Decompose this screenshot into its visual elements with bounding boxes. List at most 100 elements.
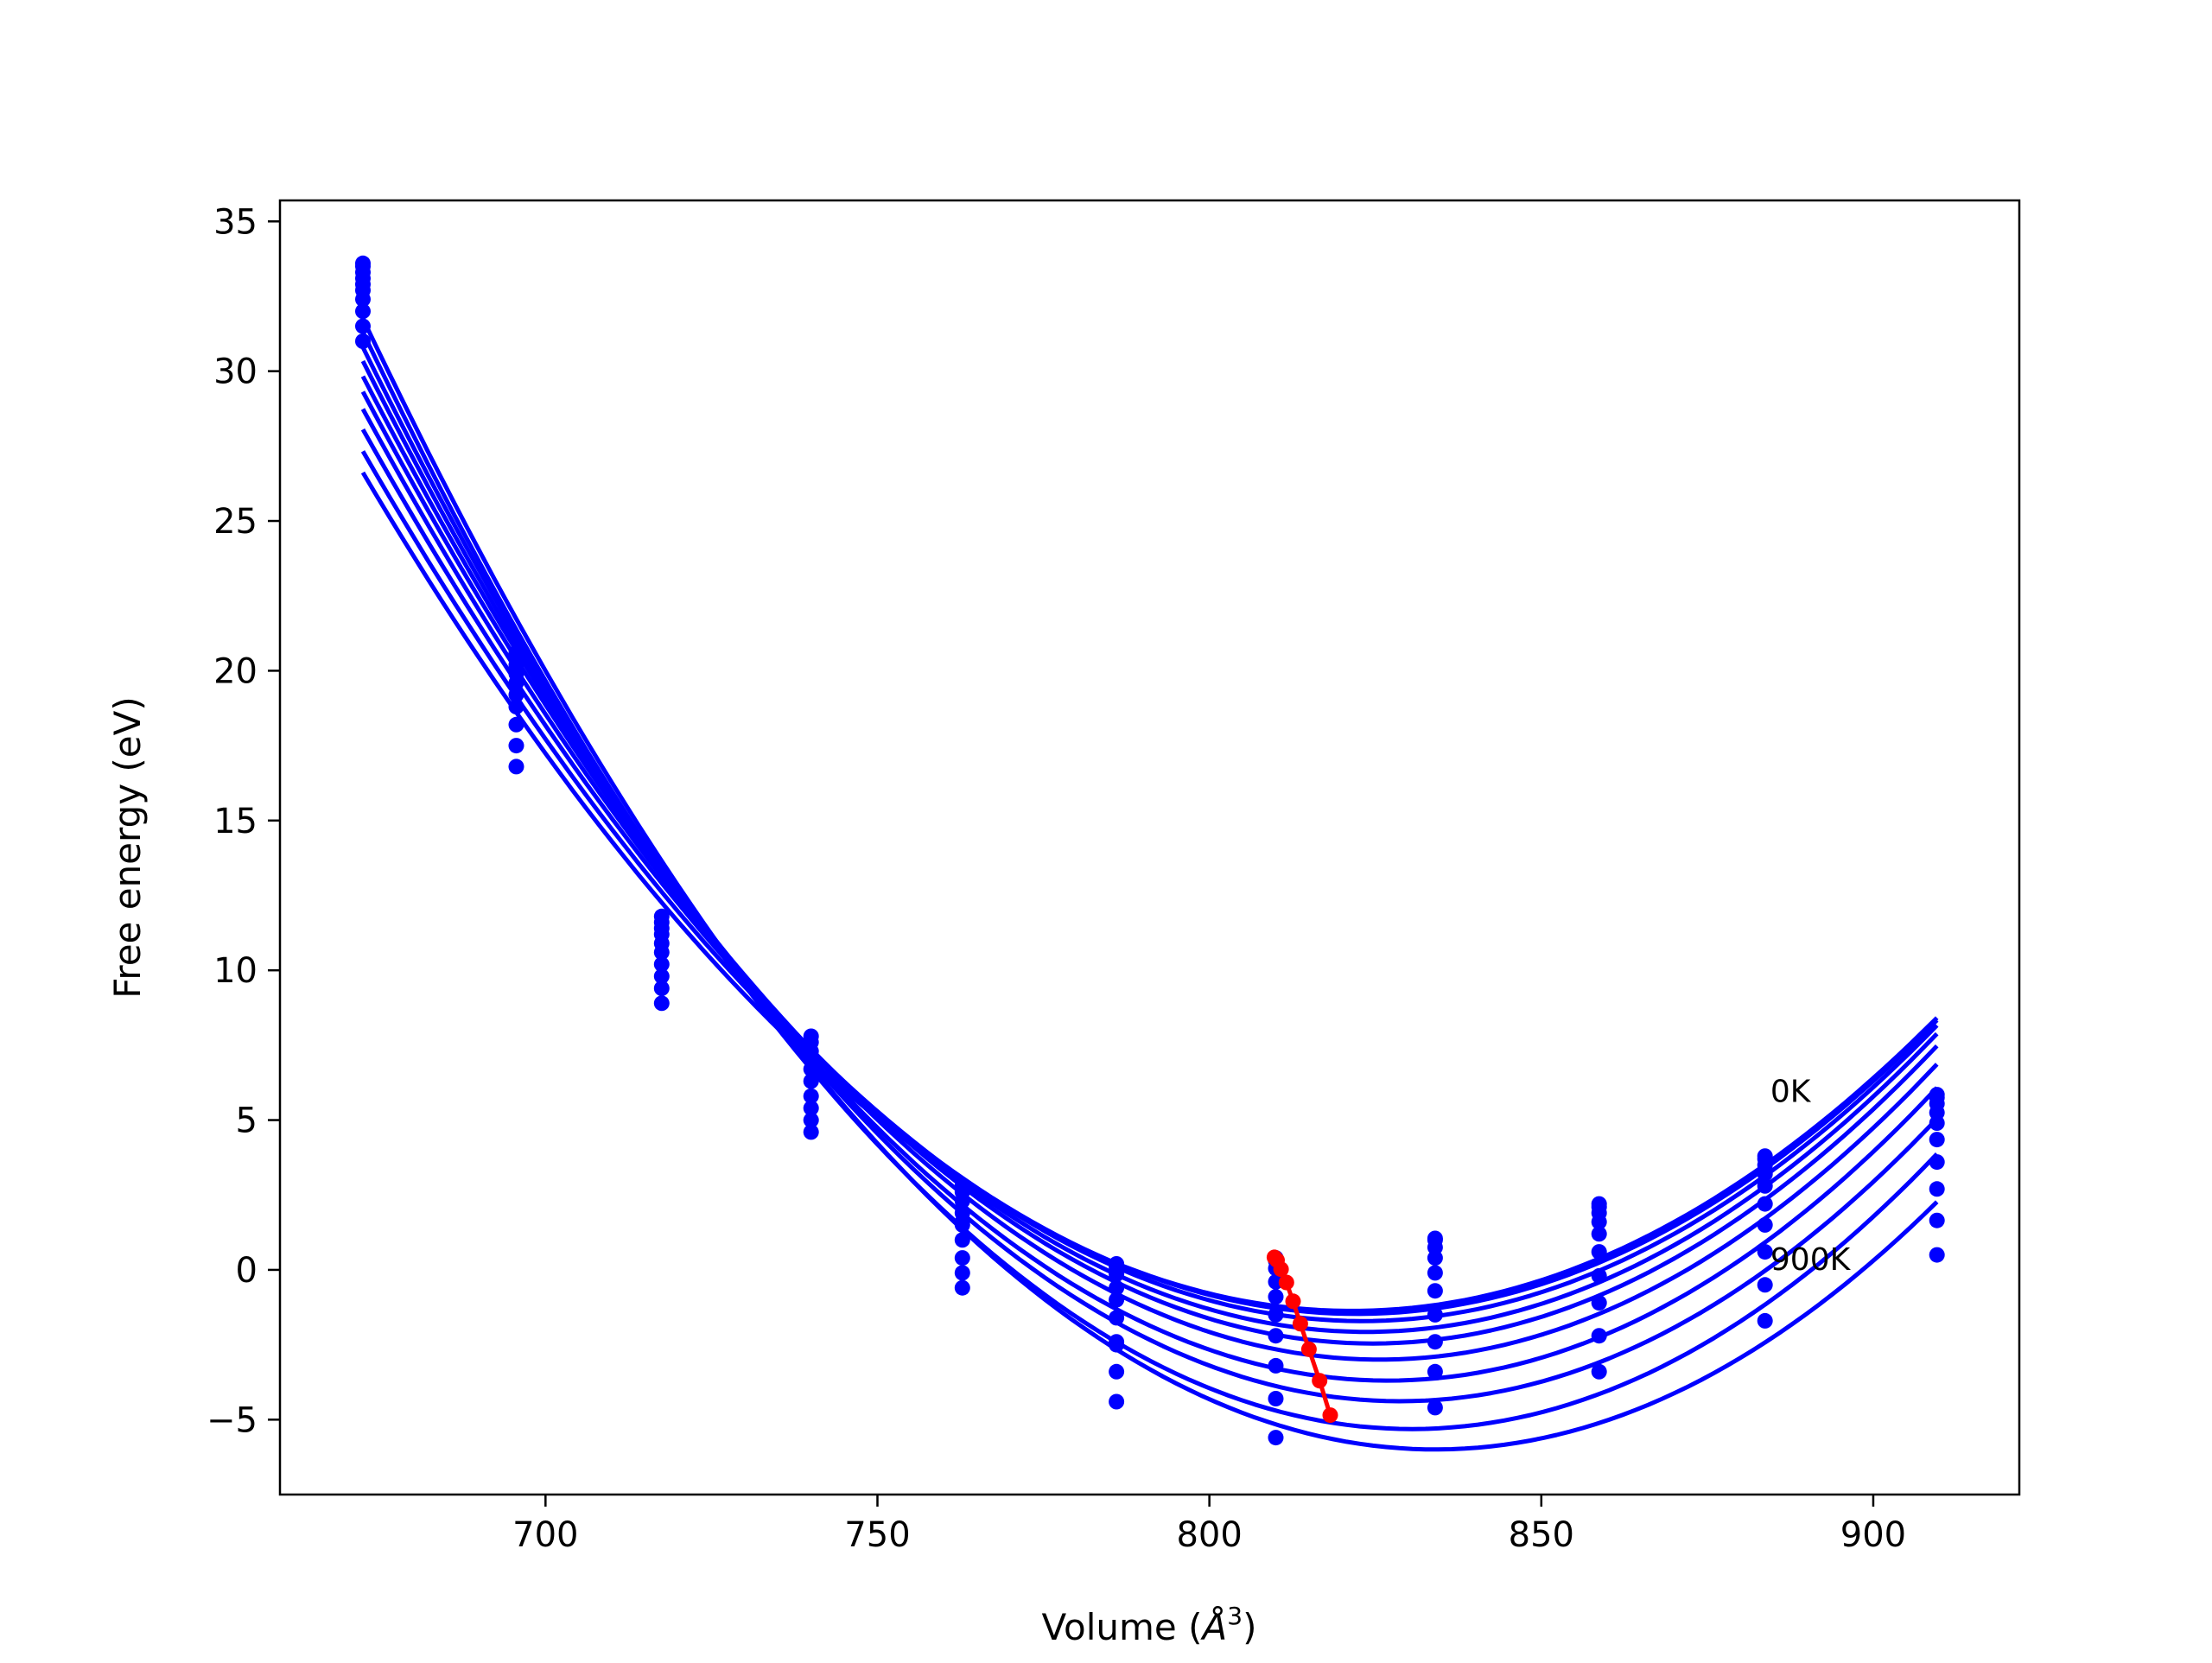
data-point-300k xyxy=(1757,1166,1773,1182)
data-point-700k xyxy=(1268,1357,1284,1374)
data-point-900k xyxy=(1268,1430,1284,1446)
x-tick-label: 850 xyxy=(1509,1515,1574,1555)
plot-layer xyxy=(355,255,1945,1452)
data-point-800k xyxy=(1757,1277,1773,1293)
annotation-900k: 900K xyxy=(1770,1242,1852,1278)
y-tick-label: 10 xyxy=(213,951,257,991)
data-point-800k xyxy=(1929,1212,1945,1228)
data-point-400k xyxy=(1109,1292,1125,1308)
data-point-200k xyxy=(954,1193,970,1209)
data-point-900k xyxy=(1591,1363,1607,1380)
y-tick-label: 25 xyxy=(213,502,257,542)
data-point-400k xyxy=(1929,1115,1945,1131)
data-point-600k xyxy=(1427,1306,1443,1323)
data-point-900k xyxy=(653,908,670,924)
data-point-300k xyxy=(508,699,524,714)
data-point-700k xyxy=(1109,1336,1125,1353)
minima-point xyxy=(1312,1373,1328,1389)
data-point-700k xyxy=(954,1265,970,1281)
data-point-900k xyxy=(803,1028,819,1044)
fit-curve-400k xyxy=(360,390,1939,1346)
data-point-200k xyxy=(803,1100,819,1116)
y-axis-label: Free energy (eV) xyxy=(106,696,149,999)
x-axis-label-close: ) xyxy=(1243,1606,1256,1648)
data-point-500k xyxy=(1757,1196,1773,1212)
minima-point xyxy=(1273,1261,1289,1278)
data-point-0k xyxy=(508,759,524,775)
data-point-900k xyxy=(954,1214,970,1230)
data-point-800k xyxy=(1427,1363,1443,1380)
annotation-0k: 0K xyxy=(1770,1075,1812,1110)
data-point-200k xyxy=(508,716,524,733)
data-point-700k xyxy=(1591,1295,1607,1311)
data-point-900k xyxy=(1109,1393,1125,1410)
x-tick-label: 700 xyxy=(512,1515,578,1555)
data-point-900k xyxy=(1757,1312,1773,1329)
data-point-100k xyxy=(653,981,670,996)
x-axis-label: Volume (Å3) xyxy=(1042,1602,1257,1648)
fit-curve-900k xyxy=(360,317,1939,1452)
fit-curve-300k xyxy=(360,408,1939,1335)
minima-point xyxy=(1278,1274,1294,1291)
x-axis-label-text: Volume ( xyxy=(1042,1606,1203,1648)
data-point-200k xyxy=(1109,1266,1125,1283)
data-point-700k xyxy=(1929,1181,1945,1197)
data-point-400k xyxy=(1268,1289,1284,1305)
data-point-500k xyxy=(1427,1283,1443,1299)
minima-point xyxy=(1285,1293,1301,1310)
data-point-200k xyxy=(355,303,371,320)
y-tick-label: −5 xyxy=(207,1400,257,1440)
data-point-500k xyxy=(1591,1244,1607,1260)
data-point-900k xyxy=(1427,1400,1443,1416)
data-point-100k xyxy=(803,1112,819,1128)
data-point-500k xyxy=(1268,1306,1284,1323)
data-point-600k xyxy=(1929,1154,1945,1171)
data-point-400k xyxy=(1591,1226,1607,1242)
y-tick-label: 35 xyxy=(213,202,257,242)
y-tick-label: 30 xyxy=(213,352,257,392)
data-point-600k xyxy=(1591,1267,1607,1284)
data-point-800k xyxy=(1591,1328,1607,1344)
data-point-0k xyxy=(355,333,371,349)
data-point-400k xyxy=(803,1073,819,1089)
data-point-300k xyxy=(803,1088,819,1104)
data-point-300k xyxy=(1427,1250,1443,1266)
fit-curve-200k xyxy=(360,428,1939,1323)
data-point-600k xyxy=(954,1250,970,1266)
data-point-400k xyxy=(508,687,524,703)
data-point-300k xyxy=(1109,1279,1125,1296)
data-point-300k xyxy=(653,956,670,973)
y-tick-label: 0 xyxy=(236,1251,257,1291)
data-point-500k xyxy=(1929,1132,1945,1148)
data-point-700k xyxy=(1757,1244,1773,1260)
data-point-100k xyxy=(508,738,524,754)
x-tick-label: 800 xyxy=(1176,1515,1242,1555)
data-point-100k xyxy=(355,318,371,334)
data-point-600k xyxy=(1757,1216,1773,1233)
data-point-600k xyxy=(1268,1328,1284,1344)
data-point-0k xyxy=(803,1124,819,1140)
data-point-500k xyxy=(1109,1310,1125,1326)
data-point-200k xyxy=(653,968,670,985)
data-point-400k xyxy=(1757,1177,1773,1194)
data-point-0k xyxy=(653,995,670,1012)
fit-curve-800k xyxy=(360,331,1939,1431)
data-point-400k xyxy=(1427,1265,1443,1281)
minima-point xyxy=(1300,1341,1317,1357)
x-tick-label: 900 xyxy=(1840,1515,1906,1555)
fit-curve-100k xyxy=(360,450,1939,1317)
axes-frame xyxy=(278,199,2021,1496)
data-point-800k xyxy=(1109,1363,1125,1380)
data-point-900k xyxy=(1929,1247,1945,1263)
x-tick-label: 750 xyxy=(844,1515,910,1555)
x-axis-label-superscript: 3 xyxy=(1227,1602,1243,1630)
data-point-800k xyxy=(1268,1391,1284,1406)
data-point-800k xyxy=(954,1279,970,1296)
minima-point xyxy=(1292,1316,1308,1332)
minima-point xyxy=(1322,1407,1338,1424)
data-point-900k xyxy=(508,644,524,661)
y-tick-label: 15 xyxy=(213,802,257,841)
